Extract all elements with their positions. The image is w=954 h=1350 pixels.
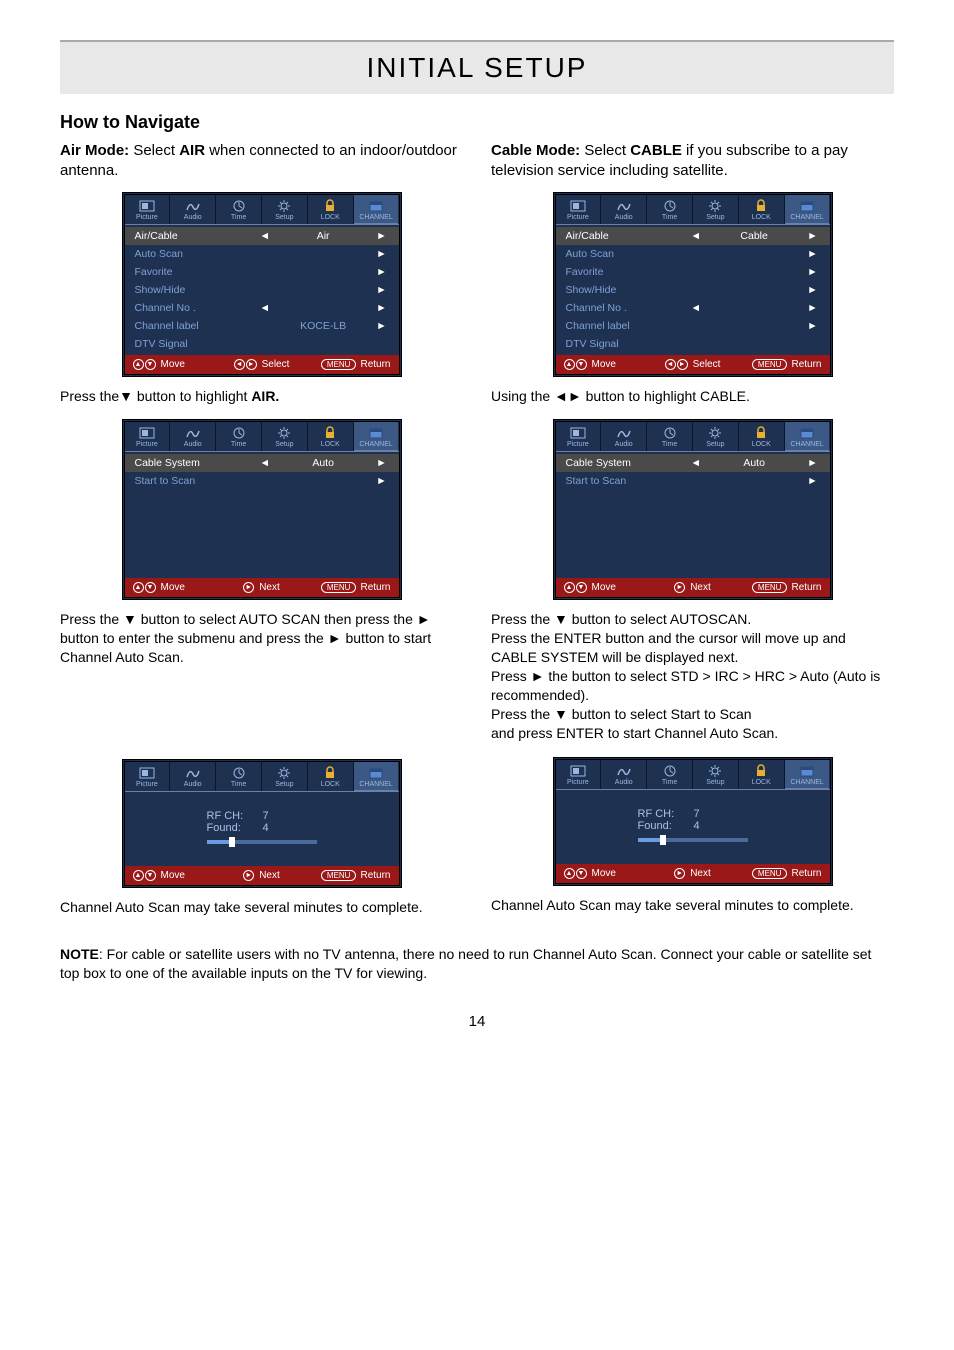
cable-intro: Cable Mode: Select CABLE if you subscrib… — [491, 141, 894, 182]
tab-lock[interactable]: LOCK — [308, 762, 354, 791]
tab-setup[interactable]: Setup — [262, 195, 308, 224]
menu-row-channel-no-[interactable]: Channel No .◄► — [125, 299, 399, 317]
cable-caption-3: Channel Auto Scan may take several minut… — [491, 896, 894, 915]
tab-picture[interactable]: Picture — [125, 422, 171, 451]
cable-column: Cable Mode: Select CABLE if you subscrib… — [491, 141, 894, 931]
menu-row-channel-label[interactable]: Channel labelKOCE-LB► — [125, 317, 399, 335]
tab-picture[interactable]: Picture — [125, 762, 171, 791]
tab-setup[interactable]: Setup — [262, 762, 308, 791]
note: NOTE: For cable or satellite users with … — [60, 945, 894, 983]
menu-row-auto-scan[interactable]: Auto Scan► — [125, 245, 399, 263]
menu-row-auto-scan[interactable]: Auto Scan► — [556, 245, 830, 263]
tv-air-scan-menu: PictureAudioTimeSetupLOCKCHANNEL Cable S… — [122, 419, 402, 600]
menu-row-channel-label[interactable]: Channel label► — [556, 317, 830, 335]
tv-cable-channel: PictureAudioTimeSetupLOCKCHANNEL Air/Cab… — [553, 192, 833, 377]
air-caption-2: Press the ▼ button to select AUTO SCAN t… — [60, 610, 463, 667]
tv-cable-scanning: PictureAudioTimeSetupLOCKCHANNEL RF CH:7… — [553, 757, 833, 886]
tab-setup[interactable]: Setup — [693, 195, 739, 224]
tab-time[interactable]: Time — [216, 195, 262, 224]
tab-channel[interactable]: CHANNEL — [785, 760, 830, 789]
tab-picture[interactable]: Picture — [556, 760, 602, 789]
menu-row-start-to-scan[interactable]: Start to Scan► — [125, 472, 399, 490]
tab-row: PictureAudioTimeSetupLOCKCHANNEL — [125, 195, 399, 225]
tv-air-scanning: PictureAudioTimeSetupLOCKCHANNEL RF CH:7… — [122, 759, 402, 888]
tab-audio[interactable]: Audio — [170, 422, 216, 451]
tab-audio[interactable]: Audio — [170, 762, 216, 791]
air-caption-3: Channel Auto Scan may take several minut… — [60, 898, 463, 917]
tv-air-channel: PictureAudioTimeSetupLOCKCHANNEL Air/Cab… — [122, 192, 402, 377]
tab-lock[interactable]: LOCK — [739, 422, 785, 451]
tv-cable-scan-menu: PictureAudioTimeSetupLOCKCHANNEL Cable S… — [553, 419, 833, 600]
tab-picture[interactable]: Picture — [125, 195, 171, 224]
menu-row-cable-system[interactable]: Cable System◄Auto► — [556, 454, 830, 472]
tab-picture[interactable]: Picture — [556, 422, 602, 451]
air-intro: Air Mode: Select AIR when connected to a… — [60, 141, 463, 182]
tab-audio[interactable]: Audio — [170, 195, 216, 224]
menu-footer: ▲▼Move◄►SelectMENUReturn — [125, 355, 399, 374]
tab-channel[interactable]: CHANNEL — [354, 195, 399, 224]
tab-lock[interactable]: LOCK — [739, 760, 785, 789]
tab-audio[interactable]: Audio — [601, 422, 647, 451]
tab-setup[interactable]: Setup — [693, 760, 739, 789]
tab-time[interactable]: Time — [216, 762, 262, 791]
tab-lock[interactable]: LOCK — [308, 195, 354, 224]
menu-row-air-cable[interactable]: Air/Cable◄Cable► — [556, 227, 830, 245]
menu-row-favorite[interactable]: Favorite► — [556, 263, 830, 281]
menu-row-dtv-signal[interactable]: DTV Signal — [556, 335, 830, 353]
tab-audio[interactable]: Audio — [601, 760, 647, 789]
air-caption-1: Press the▼ button to highlight AIR. — [60, 387, 463, 406]
tab-time[interactable]: Time — [647, 760, 693, 789]
menu-row-start-to-scan[interactable]: Start to Scan► — [556, 472, 830, 490]
menu-row-cable-system[interactable]: Cable System◄Auto► — [125, 454, 399, 472]
tab-time[interactable]: Time — [216, 422, 262, 451]
progress-bar — [207, 840, 317, 844]
tab-channel[interactable]: CHANNEL — [785, 195, 830, 224]
menu-row-show-hide[interactable]: Show/Hide► — [556, 281, 830, 299]
menu-row-show-hide[interactable]: Show/Hide► — [125, 281, 399, 299]
section-heading: How to Navigate — [60, 112, 894, 133]
page-number: 14 — [60, 1013, 894, 1030]
tab-channel[interactable]: CHANNEL — [785, 422, 830, 451]
cable-caption-1: Using the ◄► button to highlight CABLE. — [491, 387, 894, 406]
menu-row-channel-no-[interactable]: Channel No .◄► — [556, 299, 830, 317]
menu-row-favorite[interactable]: Favorite► — [125, 263, 399, 281]
tab-audio[interactable]: Audio — [601, 195, 647, 224]
tab-channel[interactable]: CHANNEL — [354, 422, 399, 451]
tab-time[interactable]: Time — [647, 195, 693, 224]
tab-picture[interactable]: Picture — [556, 195, 602, 224]
tab-setup[interactable]: Setup — [262, 422, 308, 451]
menu-row-air-cable[interactable]: Air/Cable◄Air► — [125, 227, 399, 245]
scan-box: RF CH:7 Found:4 — [125, 792, 399, 866]
tab-setup[interactable]: Setup — [693, 422, 739, 451]
page-title: INITIAL SETUP — [60, 40, 894, 94]
menu-rows: Air/Cable◄Air►Auto Scan►Favorite►Show/Hi… — [125, 225, 399, 355]
cable-caption-2: Press the ▼ button to select AUTOSCAN. P… — [491, 610, 894, 742]
air-column: Air Mode: Select AIR when connected to a… — [60, 141, 463, 931]
tab-time[interactable]: Time — [647, 422, 693, 451]
tab-lock[interactable]: LOCK — [308, 422, 354, 451]
menu-row-dtv-signal[interactable]: DTV Signal — [125, 335, 399, 353]
tab-lock[interactable]: LOCK — [739, 195, 785, 224]
tab-channel[interactable]: CHANNEL — [354, 762, 399, 791]
